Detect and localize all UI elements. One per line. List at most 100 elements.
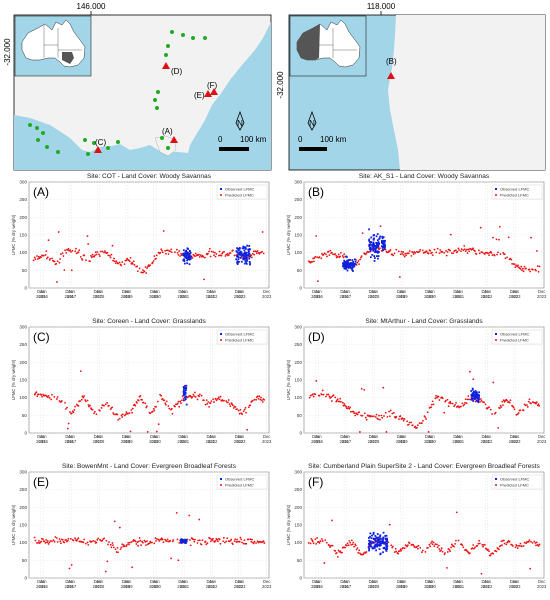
predicted-point [339,251,342,254]
x-tick-label: Jan [456,434,463,439]
predicted-point [84,542,87,545]
observed-point [379,544,382,546]
observed-point [348,259,351,261]
y-tick-label: 200 [294,505,302,510]
x-tick-label: Jan [428,579,435,584]
observed-point [471,392,474,395]
predicted-point [414,425,417,428]
predicted-point [38,257,41,260]
predicted-point [522,409,525,412]
predicted-point [493,254,496,257]
observed-point [385,543,388,545]
x-tick-label: 2015 [36,294,46,299]
predicted-point [397,250,400,253]
predicted-point [34,539,37,542]
predicted-point [60,542,62,545]
map-right-side-coord: -32.000 [276,71,285,99]
y-tick-label: 0 [24,576,27,581]
x-tick-label: Jan [456,579,463,584]
x-tick-label: Dec [510,579,517,584]
extra-site-dot [28,123,32,127]
predicted-point [433,248,436,251]
x-tick-label: 2018 [370,294,380,299]
observed-point [374,544,377,547]
observed-point [382,245,384,248]
predicted-point [434,543,437,546]
x-tick-label: 2021 [180,294,190,299]
predicted-point [82,396,85,399]
scale-bar [219,147,249,151]
observed-point [375,245,378,248]
x-tick-label: 2019 [123,294,133,299]
x-tick-label: Jan [315,579,322,584]
x-tick-label: Jan [209,579,216,584]
predicted-point [400,549,403,552]
observed-point [381,246,384,249]
legend-marker-observed [220,478,222,480]
observed-point [351,266,354,269]
predicted-point [252,250,255,253]
predicted-point [49,257,52,260]
predicted-point [504,257,507,260]
predicted-point [246,428,249,431]
observed-point [369,244,372,246]
y-tick-label: 100 [19,395,27,400]
predicted-point [388,410,390,413]
observed-point [347,267,350,269]
observed-point [379,541,381,544]
observed-point [382,538,384,541]
predicted-point [443,553,446,556]
legend-box [216,184,268,200]
predicted-point [193,395,196,398]
extra-site-dot [106,146,110,150]
predicted-point [309,394,312,397]
predicted-point [357,551,360,554]
chart-title: Site: BowenMnt - Land Cover: Evergreen B… [62,463,237,470]
predicted-point [40,256,43,259]
predicted-point [213,401,215,403]
x-tick-label: Dec [207,434,214,439]
x-tick-label: 2022 [483,439,493,444]
predicted-point [160,394,163,397]
predicted-point [111,244,114,247]
predicted-point [309,542,312,545]
predicted-point [218,398,221,401]
predicted-point [430,406,433,409]
predicted-point [209,537,211,540]
predicted-point [217,397,219,400]
x-tick-label: Dec [37,289,44,294]
predicted-point [472,378,475,381]
observed-point [373,248,376,251]
predicted-point [418,422,421,425]
predicted-point [201,539,204,542]
predicted-point [421,422,423,424]
predicted-point [106,401,109,404]
predicted-point [106,251,109,254]
predicted-point [108,541,110,543]
predicted-point [424,416,427,419]
observed-point [369,535,371,538]
predicted-point [229,405,232,407]
predicted-point [495,238,498,241]
observed-point [384,535,387,537]
predicted-point [139,395,142,397]
observed-point [370,241,373,244]
extra-site-dot [181,33,185,37]
observed-point [368,239,370,242]
predicted-point [538,405,541,407]
predicted-point [194,252,197,255]
predicted-point [109,543,112,546]
predicted-point [334,396,337,399]
predicted-point [135,543,138,545]
x-tick-label: Dec [235,289,242,294]
observed-point [372,249,375,252]
predicted-point [118,526,121,529]
predicted-point [337,253,340,256]
predicted-point [487,252,490,255]
x-tick-label: 2020 [452,584,462,589]
x-tick-label: Dec [122,289,129,294]
observed-point [375,247,377,250]
y-tick-label: 150 [294,378,302,383]
predicted-point [124,413,127,416]
x-tick-label: Dec [122,434,129,439]
